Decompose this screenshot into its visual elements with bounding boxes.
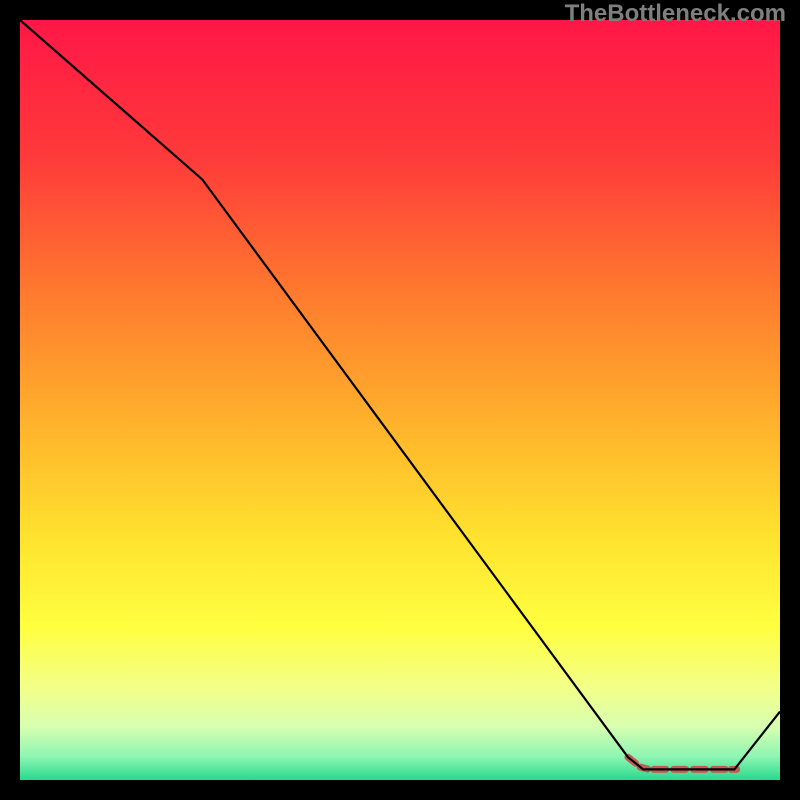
plot-area bbox=[20, 20, 780, 780]
canvas: TheBottleneck.com bbox=[0, 0, 800, 800]
gradient-background bbox=[20, 20, 780, 780]
watermark-text: TheBottleneck.com bbox=[565, 0, 786, 28]
chart-svg bbox=[20, 20, 780, 780]
